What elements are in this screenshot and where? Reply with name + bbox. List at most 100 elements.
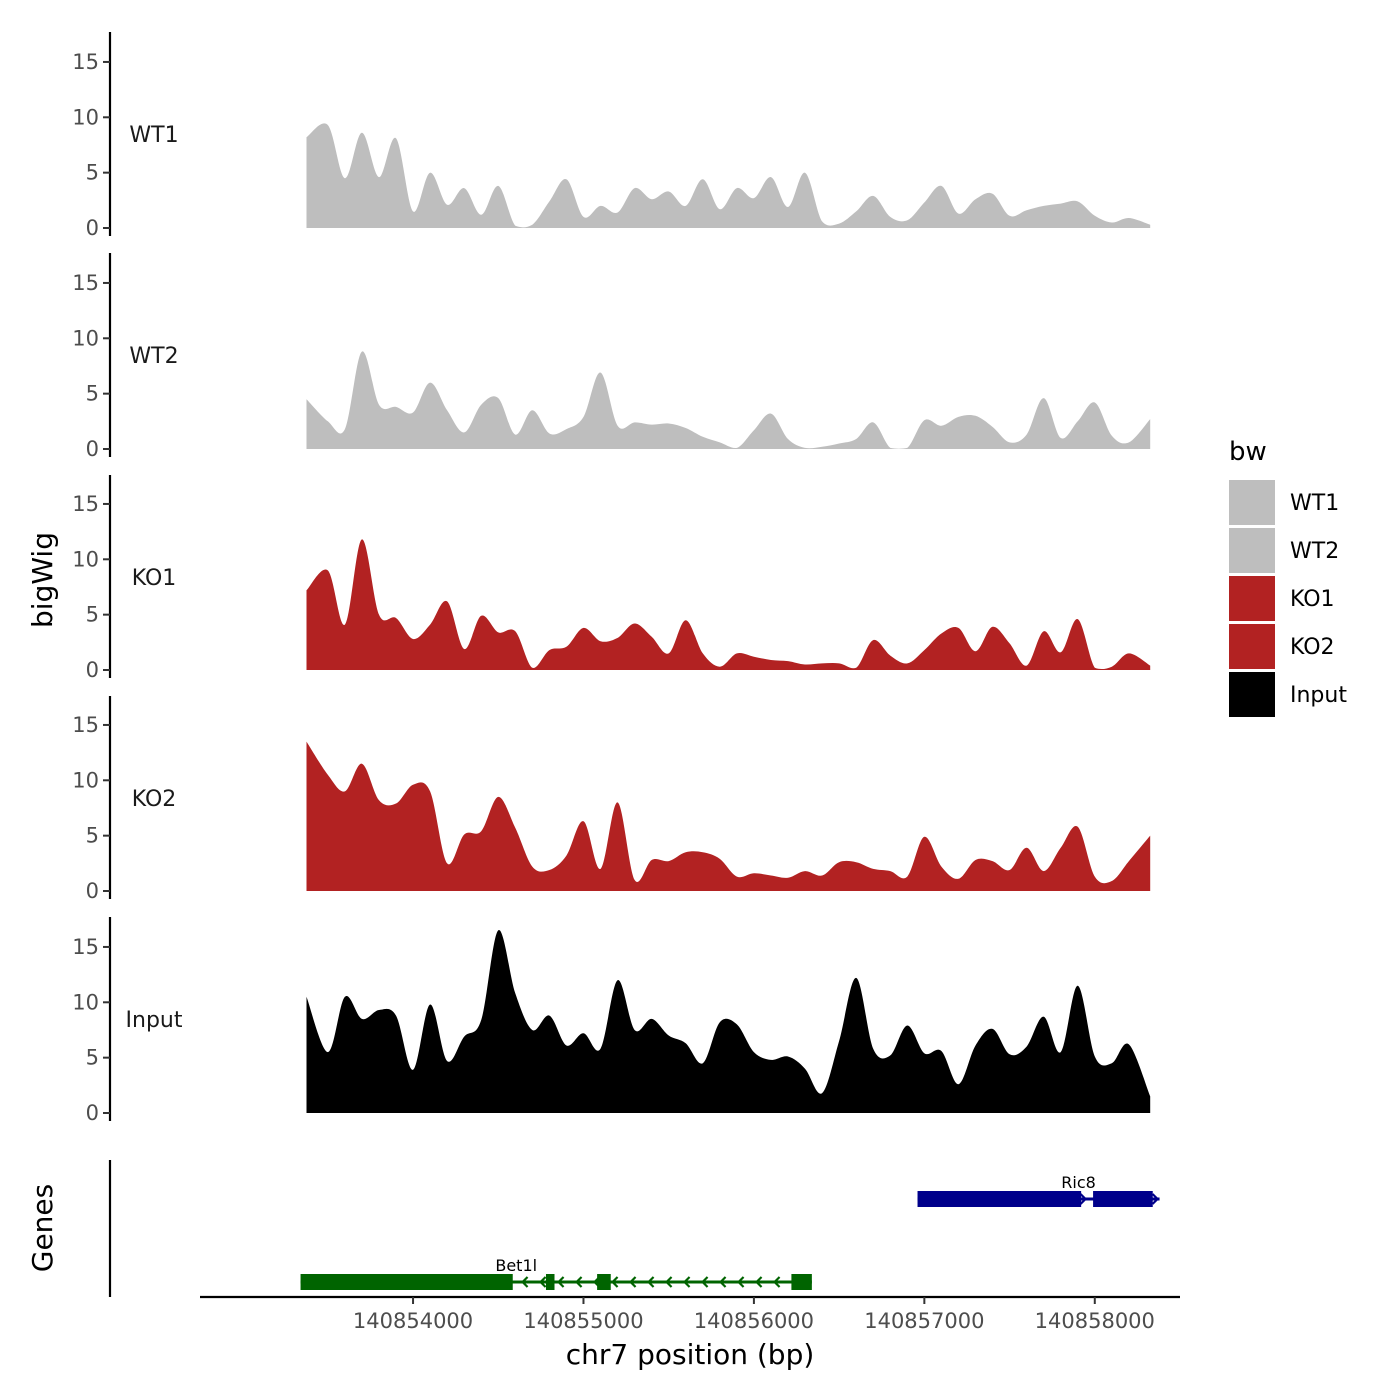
y-tick-label: 15 [72, 50, 99, 74]
legend-label: WT1 [1290, 491, 1339, 516]
y-tick-label: 5 [86, 603, 99, 627]
signal-area-ko2 [306, 741, 1151, 891]
legend-entry: KO2 [1229, 624, 1335, 669]
strand-arrow [521, 1276, 529, 1288]
gene-ric8: Ric8 [917, 1173, 1160, 1207]
signal-area-wt1 [306, 123, 1151, 228]
track-input: 0 5 10 15 Input [72, 917, 1151, 1125]
legend-swatch [1229, 672, 1275, 717]
y-tick-label: 0 [86, 879, 99, 903]
gene-exon [545, 1274, 555, 1290]
gene-exon [300, 1274, 513, 1290]
track-label: WT1 [129, 123, 178, 148]
y-tick-label: 15 [72, 713, 99, 737]
legend-swatch [1229, 624, 1275, 669]
legend-entry: WT2 [1229, 528, 1339, 573]
gene-exon [791, 1274, 812, 1290]
legend-label: KO2 [1290, 635, 1335, 660]
legend-label: Input [1290, 683, 1347, 708]
x-tick-label: 140854000 [353, 1309, 473, 1333]
x-tick-label: 140856000 [694, 1309, 814, 1333]
track-label: Input [126, 1008, 183, 1033]
legend-swatch [1229, 576, 1275, 621]
strand-arrow [305, 1276, 313, 1288]
strand-arrow [1007, 1193, 1016, 1205]
y-tick-label: 5 [86, 824, 99, 848]
strand-arrow [1133, 1193, 1142, 1205]
y-tick-label: 5 [86, 161, 99, 185]
gene-bet1l: Bet1l [300, 1256, 812, 1290]
strand-arrow [719, 1276, 727, 1288]
y-tick-label: 15 [72, 935, 99, 959]
x-axis-title: chr7 position (bp) [566, 1338, 815, 1371]
y-tick-label: 0 [86, 216, 99, 240]
track-ko1: 0 5 10 15 KO1 [72, 475, 1151, 682]
y-tick-label: 10 [72, 990, 99, 1014]
legend-entry: KO1 [1229, 576, 1335, 621]
track-label: WT2 [129, 344, 178, 369]
legend-swatch [1229, 528, 1275, 573]
strand-arrow [953, 1193, 962, 1205]
y-tick-label: 0 [86, 658, 99, 682]
strand-arrow [737, 1276, 745, 1288]
strand-arrow [395, 1276, 403, 1288]
signal-tracks: 0 5 10 15 WT1 0 5 10 15 WT2 0 5 10 15 KO1 0 5 10 15 KO2 0 5 10… [72, 32, 1151, 1125]
strand-arrow [1025, 1193, 1034, 1205]
y-tick-label: 0 [86, 437, 99, 461]
y-tick-label: 5 [86, 382, 99, 406]
gene-label: Ric8 [1061, 1173, 1096, 1192]
legend-label: KO1 [1290, 587, 1335, 612]
strand-arrow [539, 1276, 547, 1288]
strand-arrow [323, 1276, 331, 1288]
strand-arrow [467, 1276, 475, 1288]
gene-exon [597, 1274, 611, 1290]
strand-arrow [341, 1276, 349, 1288]
strand-arrow [755, 1276, 763, 1288]
strand-arrow [647, 1276, 655, 1288]
strand-arrow [989, 1193, 998, 1205]
strand-arrow [1115, 1193, 1124, 1205]
legend-label: WT2 [1290, 539, 1339, 564]
strand-arrow [449, 1276, 457, 1288]
track-ko2: 0 5 10 15 KO2 [72, 696, 1151, 903]
strand-arrow [701, 1276, 709, 1288]
strand-arrow [431, 1276, 439, 1288]
track-wt2: 0 5 10 15 WT2 [72, 253, 1151, 461]
legend-title: bw [1229, 437, 1267, 467]
legend-entry: Input [1229, 672, 1347, 717]
gene-track-title: Genes [26, 1184, 59, 1272]
strand-arrow [377, 1276, 385, 1288]
y-axis-title: bigWig [26, 532, 59, 628]
gene-track: Bet1l Ric8 [108, 1160, 1160, 1297]
y-tick-label: 10 [72, 105, 99, 129]
y-tick-label: 15 [72, 492, 99, 516]
strand-arrow [1151, 1193, 1160, 1205]
legend-swatch [1229, 480, 1275, 525]
strand-arrow [593, 1276, 601, 1288]
x-axis: 140854000 140855000 140856000 140857000 1408… [200, 1295, 1180, 1333]
signal-area-ko1 [306, 539, 1151, 670]
strand-arrow [1079, 1193, 1088, 1205]
strand-arrow [575, 1276, 583, 1288]
strand-arrow [971, 1193, 980, 1205]
y-tick-label: 5 [86, 1046, 99, 1070]
strand-arrow [1097, 1193, 1106, 1205]
strand-arrow [557, 1276, 565, 1288]
signal-area-wt2 [306, 351, 1151, 449]
legend: WT1 WT2 KO1 KO2 Input [1229, 480, 1347, 717]
strand-arrow [503, 1276, 511, 1288]
y-tick-label: 10 [72, 326, 99, 350]
gene-label: Bet1l [495, 1256, 537, 1275]
y-tick-label: 10 [72, 547, 99, 571]
strand-arrow [359, 1276, 367, 1288]
strand-arrow [1043, 1193, 1052, 1205]
strand-arrow [413, 1276, 421, 1288]
strand-arrow [485, 1276, 493, 1288]
gene-exon [917, 1191, 1082, 1207]
strand-arrow [611, 1276, 619, 1288]
strand-arrow [773, 1276, 781, 1288]
x-tick-label: 140857000 [864, 1309, 984, 1333]
strand-arrow [665, 1276, 673, 1288]
x-tick-label: 140855000 [523, 1309, 643, 1333]
